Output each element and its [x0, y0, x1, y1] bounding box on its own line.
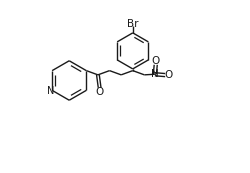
Text: N: N — [151, 69, 159, 79]
Text: O: O — [96, 87, 104, 97]
Text: N: N — [48, 86, 55, 96]
Text: Br: Br — [127, 19, 138, 29]
Text: O: O — [165, 70, 173, 80]
Text: O: O — [152, 56, 160, 66]
